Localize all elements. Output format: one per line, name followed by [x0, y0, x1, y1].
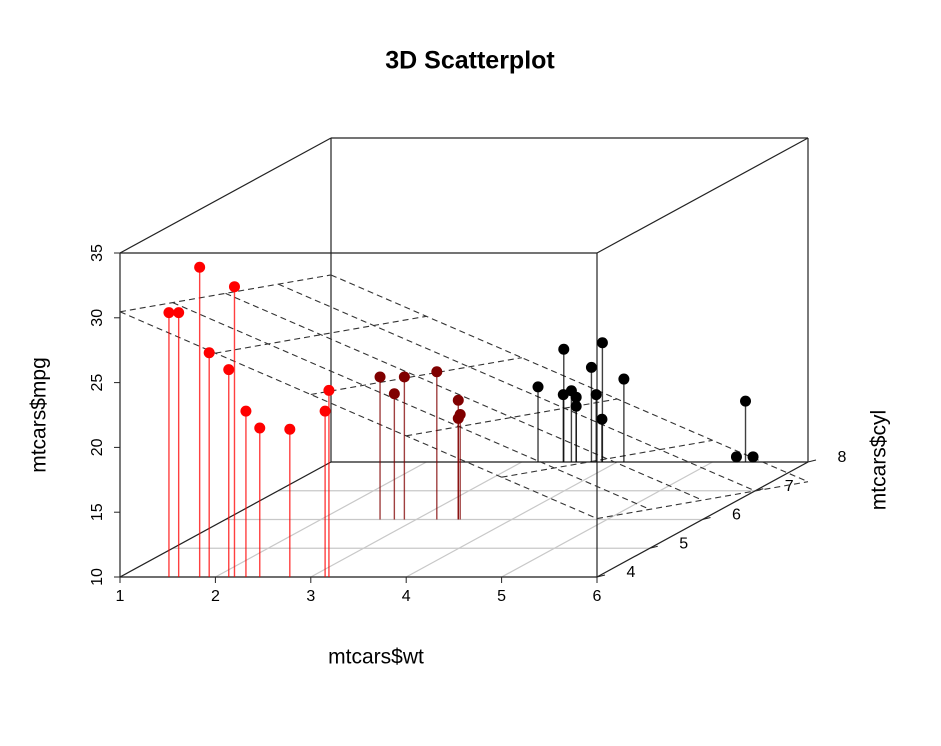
x-tick-label: 2	[211, 588, 220, 605]
point	[194, 261, 206, 273]
chart-title: 3D Scatterplot	[385, 47, 555, 75]
box-edge	[596, 137, 809, 254]
y-tick-label: 5	[679, 535, 688, 552]
y-tick	[807, 459, 817, 463]
regression-plane-line	[310, 357, 522, 396]
z-tick-label: 15	[89, 503, 106, 521]
x-tick-label: 6	[593, 588, 602, 605]
point	[223, 364, 235, 376]
point	[596, 337, 608, 349]
point	[431, 366, 443, 378]
regression-plane-line	[215, 315, 427, 354]
y-tick-label: 4	[627, 564, 636, 581]
z-tick-label: 20	[89, 438, 106, 456]
point	[557, 389, 569, 401]
z-axis-label: mtcars$mpg	[28, 357, 51, 473]
y-tick	[649, 545, 658, 549]
x-tick-label: 3	[306, 588, 315, 605]
point	[228, 281, 240, 293]
point	[570, 391, 582, 403]
x-tick-label: 1	[116, 588, 125, 605]
point	[558, 343, 570, 355]
point	[163, 307, 175, 319]
y-tick	[596, 574, 606, 578]
x-tick-label: 4	[402, 588, 411, 605]
y-tick-label: 6	[732, 507, 741, 524]
box-edge	[119, 137, 332, 254]
point	[284, 423, 296, 435]
point	[173, 307, 185, 319]
y-tick-label: 8	[838, 449, 847, 466]
regression-plane-line	[172, 302, 650, 510]
z-tick-label: 30	[89, 309, 106, 327]
regression-plane-line	[119, 311, 598, 520]
x-tick-label: 5	[497, 588, 506, 605]
point	[319, 405, 331, 417]
point	[740, 395, 752, 407]
point	[532, 381, 544, 393]
point	[618, 373, 630, 385]
y-tick-label: 7	[785, 478, 794, 495]
y-axis-label: mtcars$cyl	[868, 410, 891, 510]
point	[452, 412, 464, 424]
point	[254, 422, 266, 434]
point	[747, 451, 759, 463]
point	[240, 405, 252, 417]
regression-plane-line	[278, 283, 756, 492]
regression-plane-line	[225, 292, 703, 501]
regression-plane-line	[596, 481, 809, 520]
regression-plane-line	[330, 274, 809, 483]
regression-plane-line	[501, 439, 713, 478]
point	[452, 394, 464, 406]
y-tick	[702, 517, 711, 520]
point	[388, 388, 400, 400]
z-tick-label: 35	[89, 244, 106, 262]
x-axis-label: mtcars$wt	[328, 646, 424, 669]
z-tick-label: 25	[89, 374, 106, 392]
point	[590, 389, 602, 401]
point	[585, 361, 597, 373]
point	[374, 371, 386, 383]
regression-plane-line	[119, 274, 332, 313]
z-tick-label: 10	[89, 568, 106, 586]
point	[203, 347, 215, 359]
regression-plane-line	[406, 398, 618, 437]
box-edge	[119, 461, 332, 578]
point	[398, 371, 410, 383]
point	[323, 384, 335, 396]
point	[730, 451, 742, 463]
